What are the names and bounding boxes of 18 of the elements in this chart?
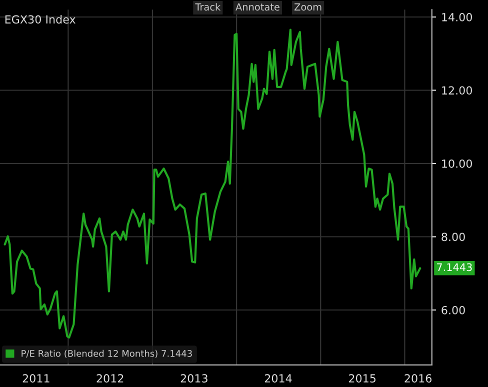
annotation: Track	[195, 3, 221, 11]
y-tick-label: 14.00	[442, 12, 472, 22]
x-tick-label: 2016	[404, 374, 432, 383]
y-tick-label: 10.00	[442, 159, 472, 168]
annotation: Annotate	[236, 3, 280, 11]
x-tick-label: 2014	[264, 374, 292, 383]
annotation: 7.1443	[437, 263, 472, 272]
annotation: Zoom	[294, 3, 322, 11]
x-tick-label: 2012	[96, 374, 124, 383]
y-tick-label: 12.00	[442, 86, 472, 95]
x-tick-label: 2013	[180, 374, 208, 383]
line-series	[4, 28, 422, 339]
chart-title: EGX30 Index	[5, 15, 76, 24]
x-tick-label: 2011	[22, 374, 50, 383]
y-tick-label: 6.00	[442, 306, 465, 314]
legend-label: P/E Ratio (Blended 12 Months) 7.1443	[22, 350, 192, 358]
x-tick-label: 2015	[348, 374, 376, 383]
y-tick-label: 8.00	[442, 232, 465, 242]
